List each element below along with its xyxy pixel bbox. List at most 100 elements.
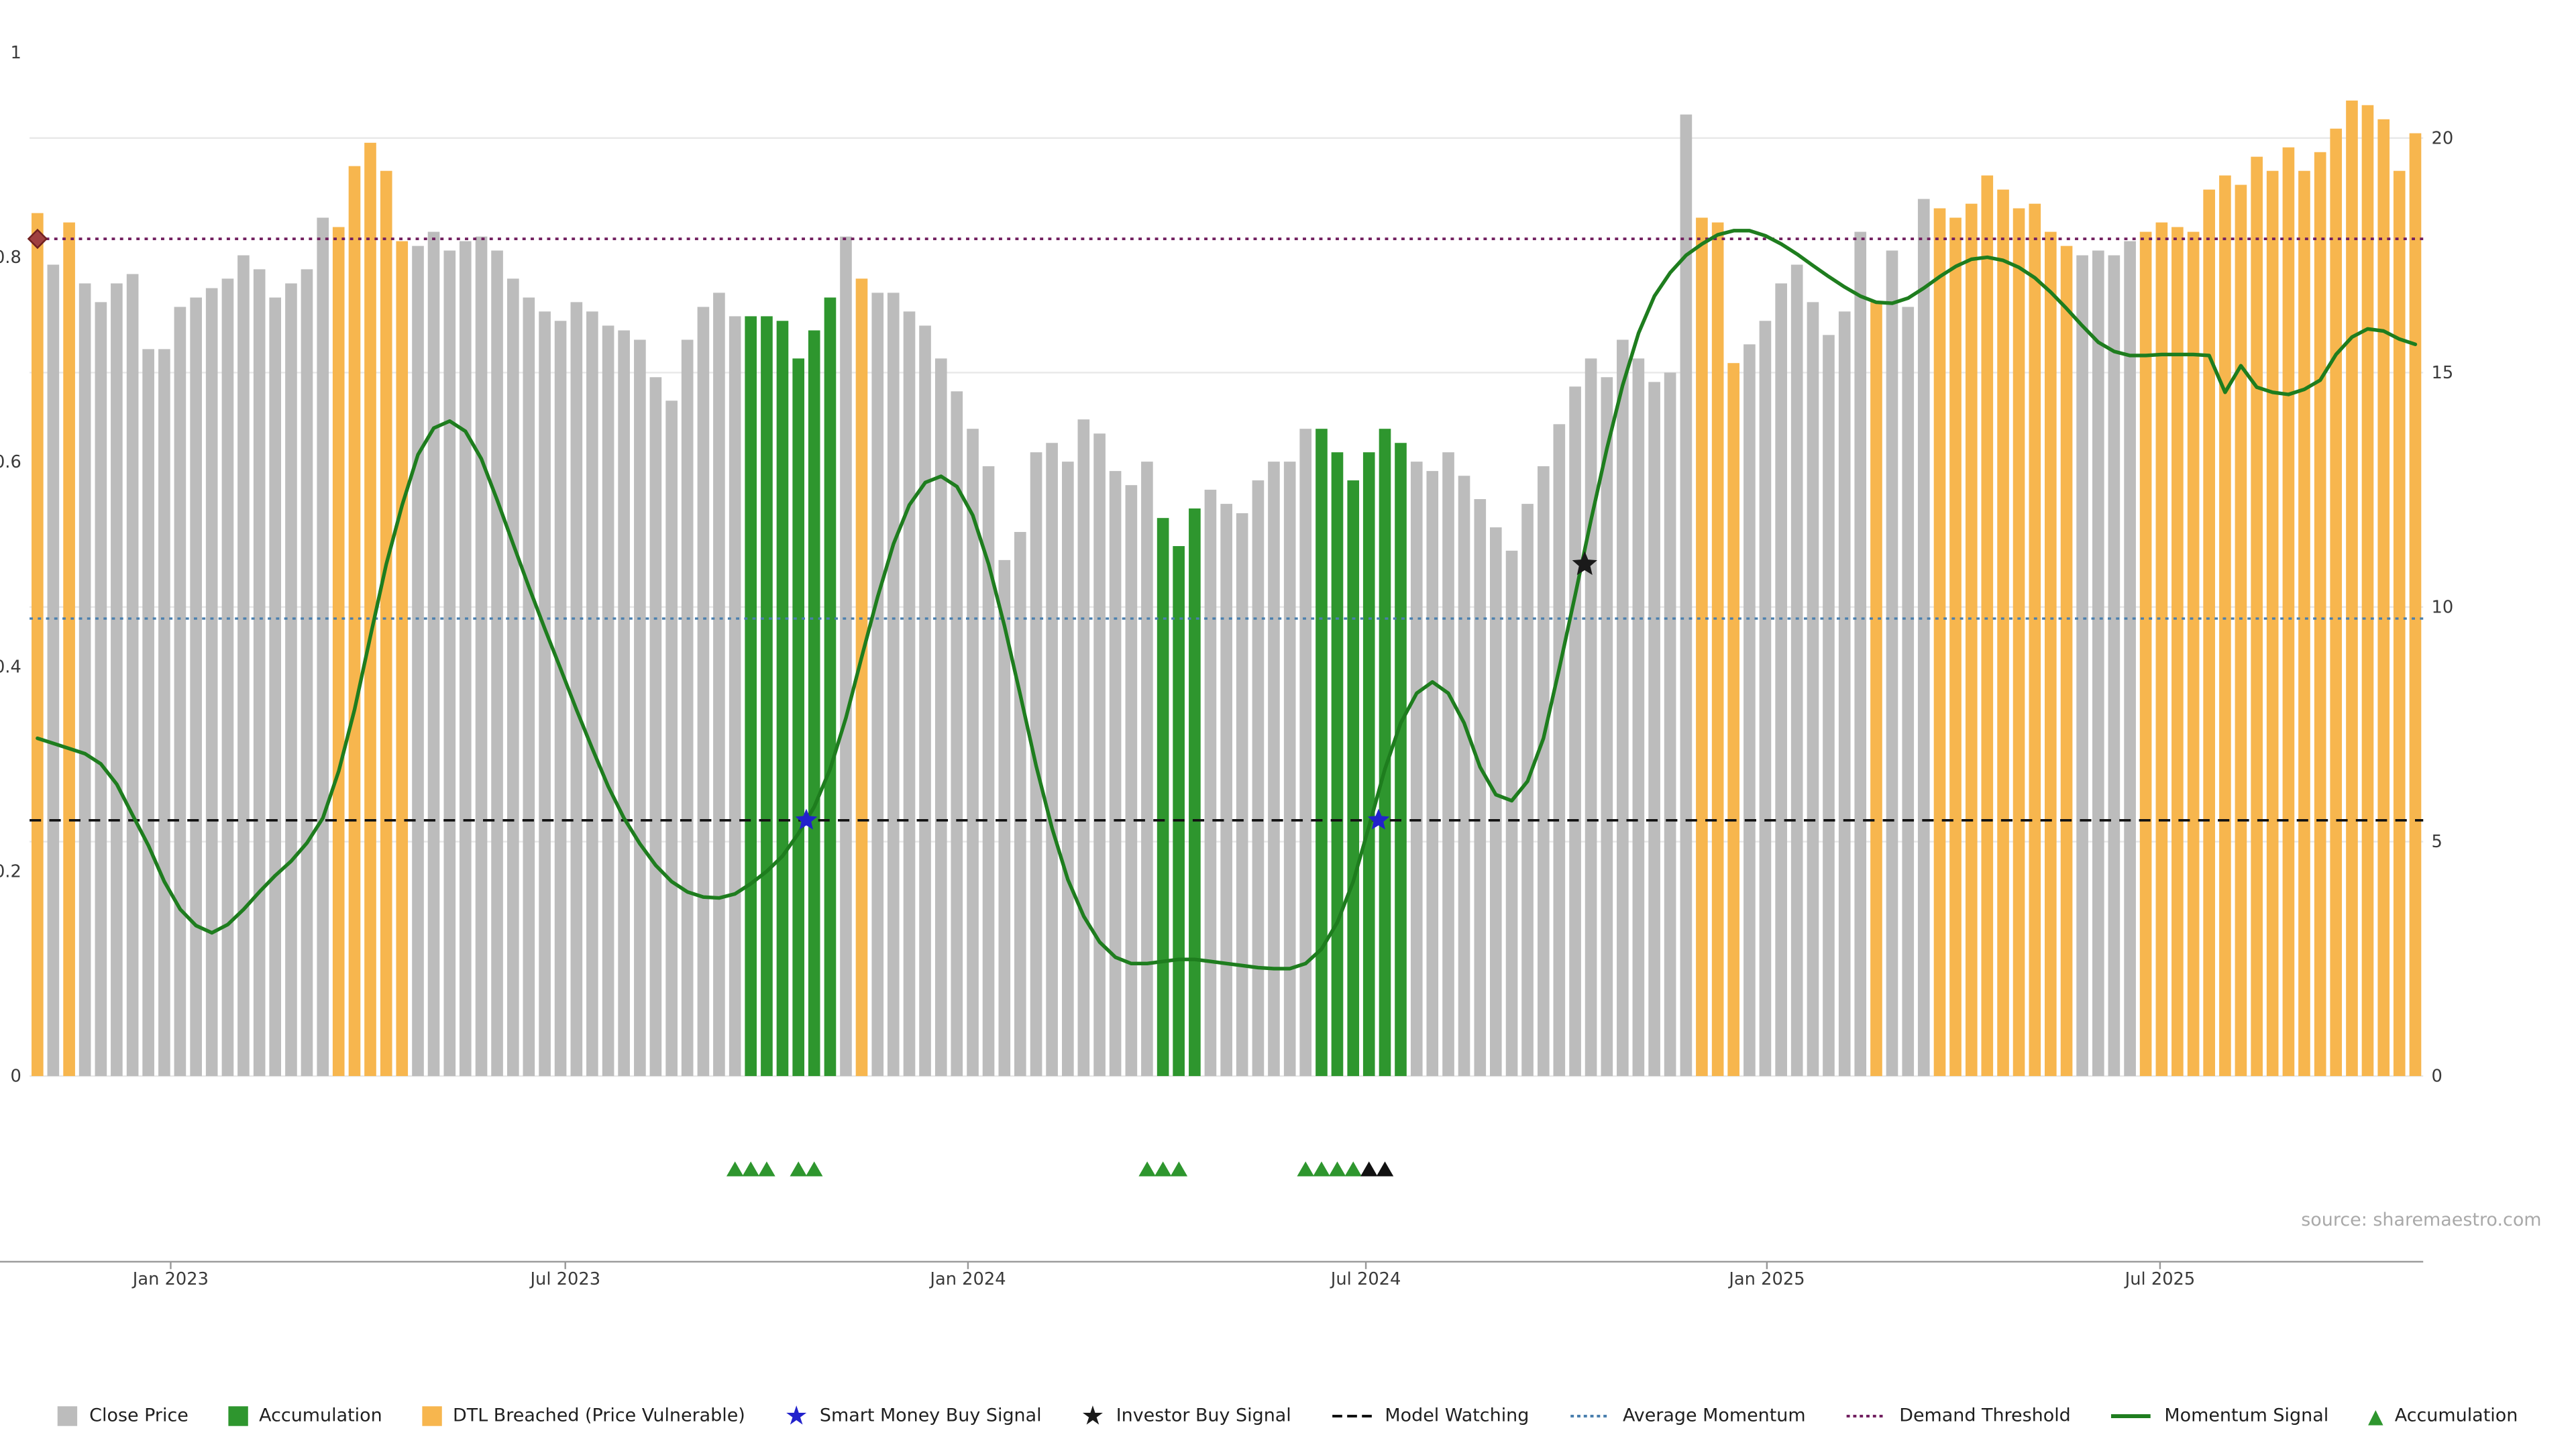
legend-item-smart-money-buy-signal: ★ Smart Money Buy Signal	[784, 1399, 1042, 1430]
price-bar	[1538, 466, 1550, 1077]
svg-text:Jan 2023: Jan 2023	[131, 1269, 209, 1289]
svg-text:0.6: 0.6	[0, 452, 21, 472]
price-bar	[1505, 550, 1518, 1077]
svg-text:0.4: 0.4	[0, 657, 21, 677]
price-bar	[1299, 429, 1312, 1077]
price-bar	[681, 339, 694, 1077]
price-bar	[253, 269, 266, 1077]
price-bar	[364, 142, 376, 1077]
price-bar	[221, 278, 234, 1077]
price-bar	[1157, 518, 1169, 1077]
price-bar	[1173, 546, 1185, 1077]
price-bar	[142, 349, 154, 1077]
price-bar	[1283, 462, 1296, 1077]
price-bar	[586, 311, 598, 1077]
signal-markers	[27, 228, 1597, 830]
accumulation-triangle-icon	[726, 1161, 744, 1177]
black-triangle-icon	[1376, 1161, 1394, 1177]
price-bar	[967, 429, 979, 1077]
svg-text:Jan 2025: Jan 2025	[1727, 1269, 1805, 1289]
price-bar	[1204, 490, 1217, 1077]
price-bar	[1046, 443, 1058, 1077]
price-bar	[2029, 203, 2041, 1077]
price-bars	[32, 100, 2422, 1077]
legend-item-close-price: Close Price	[58, 1405, 189, 1426]
dotted-line-swatch-icon	[1568, 1407, 1611, 1424]
svg-text:20: 20	[2431, 128, 2453, 148]
square-swatch-icon	[227, 1405, 248, 1426]
price-bar	[2361, 105, 2374, 1077]
price-bar	[32, 213, 44, 1077]
price-bar	[285, 283, 297, 1077]
price-bar	[2187, 231, 2200, 1077]
svg-text:0: 0	[2431, 1067, 2442, 1087]
price-bar	[1727, 363, 1739, 1077]
price-bar	[2124, 241, 2136, 1077]
investor-buy-signal-star-icon	[1572, 551, 1597, 576]
price-bar	[1664, 372, 1676, 1077]
price-bar	[1189, 508, 1201, 1077]
price-bar	[205, 288, 218, 1077]
price-bar	[1790, 264, 1803, 1077]
price-bar	[855, 278, 868, 1077]
price-bar	[1426, 471, 1439, 1077]
price-bar	[1838, 311, 1851, 1077]
legend: Close Price Accumulation DTL Breached (Pri…	[0, 1399, 2576, 1430]
price-bar	[126, 274, 139, 1077]
price-bar	[776, 321, 789, 1077]
accumulation-triangle-icon	[758, 1161, 775, 1177]
price-bar	[190, 297, 202, 1077]
demand-diamond-icon	[27, 228, 48, 250]
price-bar	[1442, 452, 1454, 1077]
price-bar	[2314, 152, 2326, 1077]
price-bar	[1997, 189, 2009, 1077]
price-bar	[602, 325, 614, 1077]
price-bar	[78, 283, 91, 1077]
price-bar	[174, 307, 186, 1077]
price-bar	[554, 321, 567, 1077]
legend-label: Close Price	[89, 1404, 189, 1426]
triangle-swatch-icon: ▲	[2367, 1403, 2383, 1427]
price-bar	[1474, 499, 1487, 1077]
price-bar	[2251, 156, 2263, 1077]
star-swatch-icon: ★	[784, 1399, 808, 1430]
price-bar	[982, 466, 995, 1077]
accumulation-triangle-icon	[1138, 1161, 1156, 1177]
price-bar	[1268, 462, 1280, 1077]
legend-item-dtl-breached-price-vulnerable: DTL Breached (Price Vulnerable)	[421, 1405, 745, 1426]
price-bar	[1823, 335, 1835, 1077]
source-caption: source: sharemaestro.com	[2301, 1209, 2542, 1231]
price-bar	[1743, 344, 1756, 1077]
price-bar	[761, 316, 773, 1077]
price-bar	[1981, 175, 1994, 1077]
svg-text:15: 15	[2431, 363, 2453, 383]
price-bar	[237, 255, 250, 1077]
accumulation-triangle-icon	[805, 1161, 823, 1177]
price-bar	[934, 358, 947, 1077]
price-bar	[1617, 339, 1629, 1077]
price-bar	[2409, 133, 2422, 1077]
price-bar	[2282, 147, 2295, 1077]
accumulation-triangle-icon	[1154, 1161, 1172, 1177]
star-swatch-icon: ★	[1081, 1399, 1105, 1430]
price-bar	[1711, 222, 1724, 1077]
legend-item-accumulation: ▲ Accumulation	[2368, 1405, 2518, 1426]
accumulation-triangle-icon	[1170, 1161, 1188, 1177]
price-bar	[634, 339, 646, 1077]
price-bar	[1870, 302, 1882, 1077]
legend-item-momentum-signal: Momentum Signal	[2110, 1405, 2328, 1426]
price-bar	[523, 297, 535, 1077]
legend-label: Smart Money Buy Signal	[819, 1404, 1042, 1426]
price-bar	[1014, 531, 1026, 1077]
price-bar	[427, 231, 440, 1077]
price-bar	[1553, 424, 1566, 1077]
accumulation-triangle-icon	[1313, 1161, 1330, 1177]
price-bar	[1458, 476, 1470, 1077]
legend-item-accumulation: Accumulation	[227, 1405, 382, 1426]
price-bar	[1379, 429, 1391, 1077]
price-bar	[665, 400, 678, 1077]
svg-text:0.2: 0.2	[0, 862, 21, 882]
svg-text:Jul 2023: Jul 2023	[529, 1269, 600, 1289]
price-bar	[887, 292, 900, 1077]
